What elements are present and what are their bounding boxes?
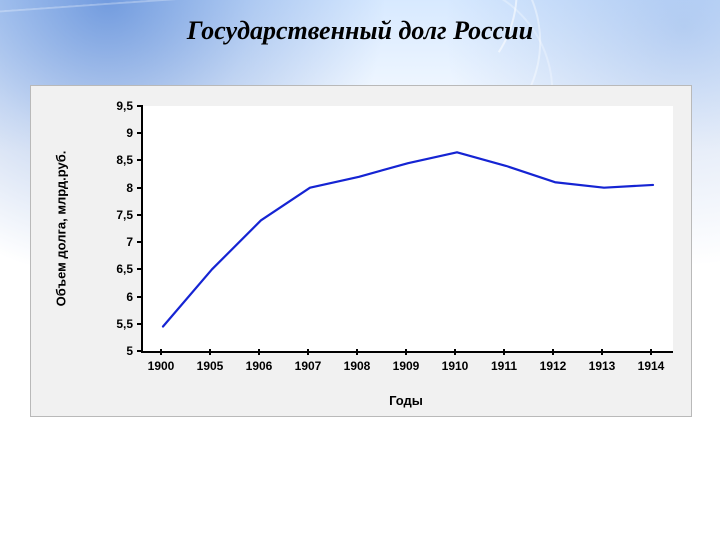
x-tick-label: 1910 — [442, 359, 469, 373]
x-tick-mark — [160, 349, 162, 355]
x-tick-mark — [405, 349, 407, 355]
y-tick-label: 5 — [126, 344, 133, 358]
x-tick-mark — [454, 349, 456, 355]
page-title: Государственный долг России — [0, 16, 720, 46]
y-tick-label: 6 — [126, 290, 133, 304]
x-tick-mark — [601, 349, 603, 355]
x-tick-label: 1912 — [540, 359, 567, 373]
x-axis-ticks: 1900 1905 1906 1907 1908 1909 1910 1911 1912 1913… — [141, 353, 671, 383]
x-tick-label: 1900 — [148, 359, 175, 373]
x-tick-mark — [258, 349, 260, 355]
y-axis-ticks: 55,566,577,588,599,5 — [31, 106, 137, 351]
x-tick-label: 1908 — [344, 359, 371, 373]
y-tick-label: 8,5 — [116, 153, 133, 167]
x-tick-label: 1906 — [246, 359, 273, 373]
y-tick-label: 5,5 — [116, 317, 133, 331]
plot-area — [141, 106, 673, 353]
data-line — [143, 106, 673, 351]
y-tick-label: 9,5 — [116, 99, 133, 113]
y-tick-label: 8 — [126, 181, 133, 195]
chart-frame: Объем долга, млрд.руб. 55,566,577,588,59… — [30, 85, 692, 417]
y-tick-label: 7,5 — [116, 208, 133, 222]
x-tick-mark — [650, 349, 652, 355]
series-line — [163, 152, 653, 326]
x-tick-mark — [307, 349, 309, 355]
x-axis-label: Годы — [141, 393, 671, 408]
y-tick-label: 6,5 — [116, 262, 133, 276]
slide: Государственный долг России Объем долга,… — [0, 0, 720, 540]
x-tick-mark — [356, 349, 358, 355]
x-tick-label: 1914 — [638, 359, 665, 373]
x-tick-label: 1911 — [491, 359, 517, 373]
x-tick-mark — [503, 349, 505, 355]
x-tick-label: 1913 — [589, 359, 616, 373]
x-tick-mark — [552, 349, 554, 355]
x-tick-label: 1909 — [393, 359, 420, 373]
x-tick-label: 1907 — [295, 359, 322, 373]
y-tick-label: 7 — [126, 235, 133, 249]
x-tick-label: 1905 — [197, 359, 224, 373]
x-tick-mark — [209, 349, 211, 355]
y-tick-label: 9 — [126, 126, 133, 140]
